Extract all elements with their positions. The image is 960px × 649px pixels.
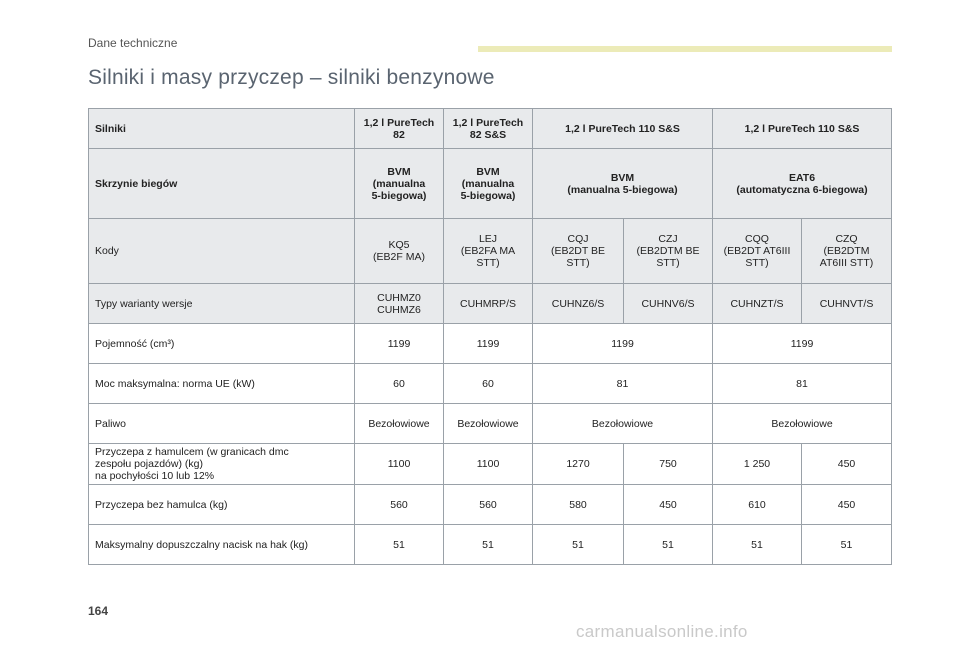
code-cell: CZQ (EB2DTM AT6III STT) <box>801 218 893 284</box>
code-cell: KQ5 (EB2F MA) <box>354 218 444 284</box>
power-cell: 60 <box>443 363 533 404</box>
row-capacity: Pojemność (cm³) 1199 1199 1199 1199 <box>88 323 893 364</box>
braked-trailer-cell: 1270 <box>532 443 624 485</box>
watermark: carmanualsonline.info <box>576 622 748 641</box>
fuel-cell: Bezołowiowe <box>531 403 714 444</box>
row-unbraked-trailer: Przyczepa bez hamulca (kg) 560 560 580 4… <box>88 484 893 525</box>
page-number: 164 <box>88 604 109 618</box>
unbraked-trailer-cell: 560 <box>354 484 444 525</box>
braked-trailer-cell: 450 <box>801 443 893 485</box>
power-cell: 60 <box>354 363 444 404</box>
capacity-cell: 1199 <box>712 323 893 364</box>
engine-header-cell: 1,2 l PureTech 110 S&S <box>531 108 714 149</box>
braked-trailer-cell: 750 <box>622 443 714 485</box>
row-label: Moc maksymalna: norma UE (kW) <box>88 363 355 404</box>
page-title: Silniki i masy przyczep – silniki benzyn… <box>88 66 495 89</box>
unbraked-trailer-cell: 450 <box>622 484 714 525</box>
fuel-cell: Bezołowiowe <box>712 403 893 444</box>
header-accent-bar <box>478 46 892 52</box>
towbar-load-cell: 51 <box>712 524 803 565</box>
row-label: Pojemność (cm³) <box>88 323 355 364</box>
row-label: Typy warianty wersje <box>88 283 355 324</box>
towbar-load-cell: 51 <box>801 524 893 565</box>
power-cell: 81 <box>531 363 714 404</box>
fuel-cell: Bezołowiowe <box>354 403 444 444</box>
towbar-load-cell: 51 <box>354 524 444 565</box>
row-engines: Silniki 1,2 l PureTech 82 1,2 l PureTech… <box>88 108 893 149</box>
running-head: Dane techniczne <box>88 36 178 50</box>
towbar-load-cell: 51 <box>532 524 624 565</box>
variant-cell: CUHMZ0 CUHMZ6 <box>354 283 444 324</box>
variant-cell: CUHMRP/S <box>443 283 533 324</box>
code-cell: LEJ (EB2FA MA STT) <box>443 218 533 284</box>
row-label: Przyczepa bez hamulca (kg) <box>88 484 355 525</box>
towbar-load-cell: 51 <box>622 524 714 565</box>
variant-cell: CUHNVT/S <box>801 283 893 324</box>
gearbox-cell: EAT6 (automatyczna 6-biegowa) <box>712 148 893 219</box>
gearbox-cell: BVM (manualna 5-biegowa) <box>443 148 533 219</box>
gearbox-cell: BVM (manualna 5-biegowa) <box>531 148 714 219</box>
engine-header-cell: 1,2 l PureTech 82 <box>354 108 444 149</box>
row-braked-trailer: Przyczepa z hamulcem (w granicach dmc ze… <box>88 443 893 485</box>
power-cell: 81 <box>712 363 893 404</box>
braked-trailer-cell: 1100 <box>354 443 444 485</box>
code-cell: CZJ (EB2DTM BE STT) <box>622 218 714 284</box>
braked-trailer-cell: 1100 <box>443 443 533 485</box>
row-label: Przyczepa z hamulcem (w granicach dmc ze… <box>88 443 355 485</box>
unbraked-trailer-cell: 450 <box>801 484 893 525</box>
row-label: Silniki <box>88 108 355 149</box>
engine-header-cell: 1,2 l PureTech 110 S&S <box>712 108 893 149</box>
variant-cell: CUHNZT/S <box>712 283 803 324</box>
unbraked-trailer-cell: 580 <box>532 484 624 525</box>
row-label: Kody <box>88 218 355 284</box>
fuel-cell: Bezołowiowe <box>443 403 533 444</box>
variant-cell: CUHNZ6/S <box>532 283 624 324</box>
row-label: Maksymalny dopuszczalny nacisk na hak (k… <box>88 524 355 565</box>
capacity-cell: 1199 <box>531 323 714 364</box>
capacity-cell: 1199 <box>443 323 533 364</box>
braked-trailer-cell: 1 250 <box>712 443 803 485</box>
engine-header-cell: 1,2 l PureTech 82 S&S <box>443 108 533 149</box>
row-towbar-load: Maksymalny dopuszczalny nacisk na hak (k… <box>88 524 893 565</box>
row-label: Paliwo <box>88 403 355 444</box>
unbraked-trailer-cell: 560 <box>443 484 533 525</box>
capacity-cell: 1199 <box>354 323 444 364</box>
towbar-load-cell: 51 <box>443 524 533 565</box>
variant-cell: CUHNV6/S <box>622 283 714 324</box>
row-fuel: Paliwo Bezołowiowe Bezołowiowe Bezołowio… <box>88 403 893 444</box>
engine-spec-table: Silniki 1,2 l PureTech 82 1,2 l PureTech… <box>88 108 893 565</box>
row-codes: Kody KQ5 (EB2F MA) LEJ (EB2FA MA STT) CQ… <box>88 218 893 284</box>
row-power: Moc maksymalna: norma UE (kW) 60 60 81 8… <box>88 363 893 404</box>
row-gearbox: Skrzynie biegów BVM (manualna 5-biegowa)… <box>88 148 893 219</box>
gearbox-cell: BVM (manualna 5-biegowa) <box>354 148 444 219</box>
unbraked-trailer-cell: 610 <box>712 484 803 525</box>
row-variants: Typy warianty wersje CUHMZ0 CUHMZ6 CUHMR… <box>88 283 893 324</box>
code-cell: CQJ (EB2DT BE STT) <box>532 218 624 284</box>
row-label: Skrzynie biegów <box>88 148 355 219</box>
code-cell: CQQ (EB2DT AT6III STT) <box>712 218 803 284</box>
